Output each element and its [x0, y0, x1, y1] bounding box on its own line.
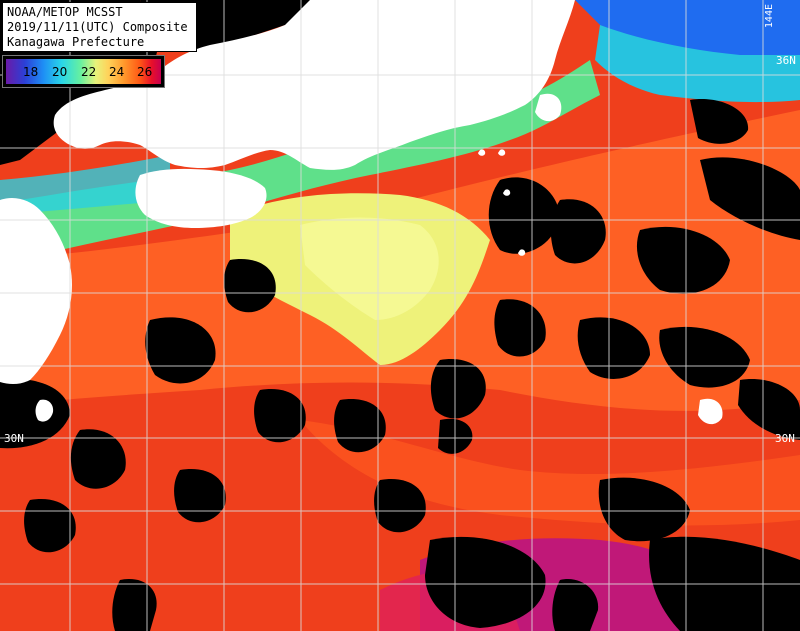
- ocean-blue-ne: [575, 0, 800, 58]
- land: [0, 0, 723, 425]
- legend-label-26: 26: [137, 65, 153, 79]
- temperature-legend: 18 20 22 24 26: [2, 55, 165, 88]
- legend-label-24: 24: [109, 65, 125, 79]
- lon-label-144e: 144E: [764, 4, 775, 29]
- ocean-cyan-ne: [595, 25, 800, 103]
- title-line-2: 2019/11/11(UTC) Composite: [7, 20, 188, 34]
- title-box: NOAA/METOP MCSST 2019/11/11(UTC) Composi…: [2, 2, 197, 52]
- title-line-3: Kanagawa Prefecture: [7, 35, 145, 49]
- legend-label-18: 18: [23, 65, 39, 79]
- ocean-yellow-tongue-core: [300, 217, 439, 320]
- lat-label-30n-right: 30N: [775, 432, 795, 445]
- legend-color-bar: [6, 59, 161, 84]
- lat-label-36n-right: 36N: [776, 54, 796, 67]
- title-line-1: NOAA/METOP MCSST: [7, 5, 123, 19]
- legend-label-22: 22: [81, 65, 97, 79]
- ocean-cyan-coastal: [0, 155, 170, 215]
- legend-label-20: 20: [52, 65, 68, 79]
- lat-label-30n-left: 30N: [4, 432, 24, 445]
